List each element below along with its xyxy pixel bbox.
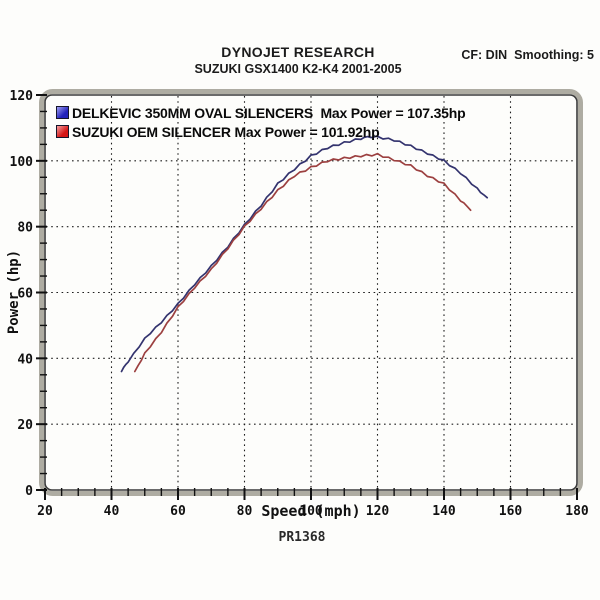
- legend-swatch-delkevic-icon: [56, 106, 69, 119]
- legend-swatch-suzuki-oem-icon: [56, 125, 69, 138]
- svg-text:60: 60: [17, 287, 33, 302]
- x-axis-label: Speed (mph): [261, 502, 361, 520]
- svg-text:20: 20: [37, 504, 53, 519]
- legend-label-suzuki-oem: SUZUKI OEM SILENCER Max Power = 101.92hp: [72, 123, 380, 140]
- legend-label-delkevic: DELKEVIC 350MM OVAL SILENCERS Max Power …: [72, 104, 466, 121]
- series-line-delkevic-350mm-oval-silencers: [120, 135, 489, 373]
- svg-text:160: 160: [499, 504, 523, 519]
- svg-text:80: 80: [237, 504, 253, 519]
- legend: DELKEVIC 350MM OVAL SILENCERS Max Power …: [56, 103, 466, 141]
- svg-text:100: 100: [299, 504, 323, 519]
- page-title: DYNOJET RESEARCH: [221, 44, 375, 60]
- page-subtitle: SUZUKI GSX1400 K2-K4 2001-2005: [194, 62, 402, 76]
- svg-text:100: 100: [10, 155, 34, 170]
- legend-item-delkevic: DELKEVIC 350MM OVAL SILENCERS Max Power …: [56, 103, 466, 122]
- axis-ticks: [36, 94, 578, 500]
- svg-text:80: 80: [17, 221, 33, 236]
- svg-text:120: 120: [10, 89, 34, 104]
- svg-text:0: 0: [25, 484, 33, 499]
- svg-text:20: 20: [17, 418, 33, 433]
- y-tick-labels: 0 20 40 60 80 100 120: [10, 89, 34, 499]
- x-tick-labels: 20 40 60 80 100 120 140 160 180: [37, 504, 589, 519]
- correction-smoothing-settings: CF: DIN Smoothing: 5: [461, 48, 594, 62]
- svg-text:180: 180: [565, 504, 589, 519]
- y-axis-label: Power (hp): [6, 249, 22, 335]
- run-id-label: PR1368: [278, 530, 326, 545]
- svg-text:140: 140: [432, 504, 456, 519]
- svg-text:40: 40: [17, 352, 33, 367]
- svg-text:40: 40: [104, 504, 120, 519]
- svg-text:60: 60: [170, 504, 186, 519]
- svg-text:120: 120: [366, 504, 390, 519]
- series-line-suzuki-oem-silencer: [133, 152, 472, 373]
- legend-item-suzuki-oem: SUZUKI OEM SILENCER Max Power = 101.92hp: [56, 122, 465, 141]
